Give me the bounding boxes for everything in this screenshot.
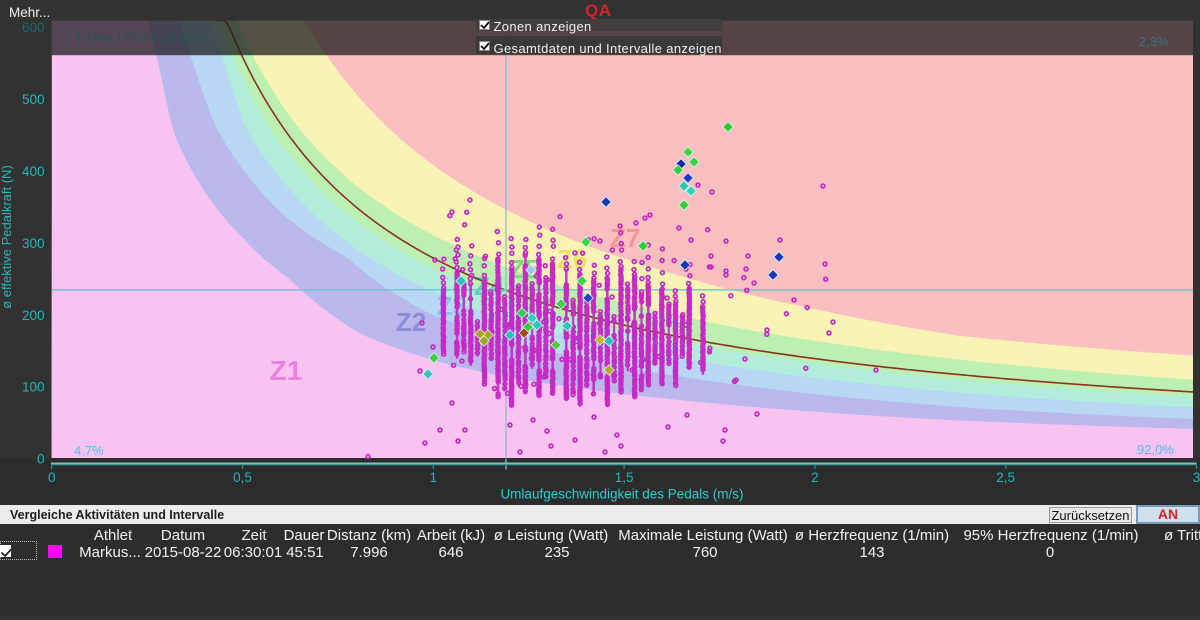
svg-text:1,1%: 1,1% <box>74 30 104 45</box>
svg-text:1: 1 <box>430 470 438 485</box>
svg-text:2: 2 <box>811 470 819 485</box>
svg-text:600: 600 <box>22 20 45 35</box>
svg-text:200: 200 <box>22 308 45 323</box>
svg-text:2,5: 2,5 <box>996 470 1015 485</box>
svg-text:92,0%: 92,0% <box>1137 442 1174 457</box>
svg-text:4,7%: 4,7% <box>74 443 104 458</box>
svg-text:Z7: Z7 <box>610 223 640 253</box>
svg-text:Z6: Z6 <box>557 244 587 274</box>
svg-text:0,5: 0,5 <box>233 470 252 485</box>
svg-text:400: 400 <box>22 164 45 179</box>
svg-text:1,5: 1,5 <box>615 470 634 485</box>
svg-text:ø effektive Pedalkraft (N): ø effektive Pedalkraft (N) <box>0 165 14 309</box>
svg-text:Z1: Z1 <box>270 355 303 386</box>
svg-text:300: 300 <box>22 236 45 251</box>
svg-text:2,3%: 2,3% <box>1139 34 1169 49</box>
svg-text:ø 17/min, 53 Watt: ø 17/min, 53 Watt <box>104 30 206 45</box>
svg-text:0: 0 <box>48 470 56 485</box>
svg-text:3: 3 <box>1193 470 1200 485</box>
svg-text:100: 100 <box>22 380 45 395</box>
svg-text:Umlaufgeschwindigkeit des Peda: Umlaufgeschwindigkeit des Pedals (m/s) <box>500 487 743 502</box>
svg-text:0: 0 <box>37 452 45 467</box>
svg-text:500: 500 <box>22 92 45 107</box>
